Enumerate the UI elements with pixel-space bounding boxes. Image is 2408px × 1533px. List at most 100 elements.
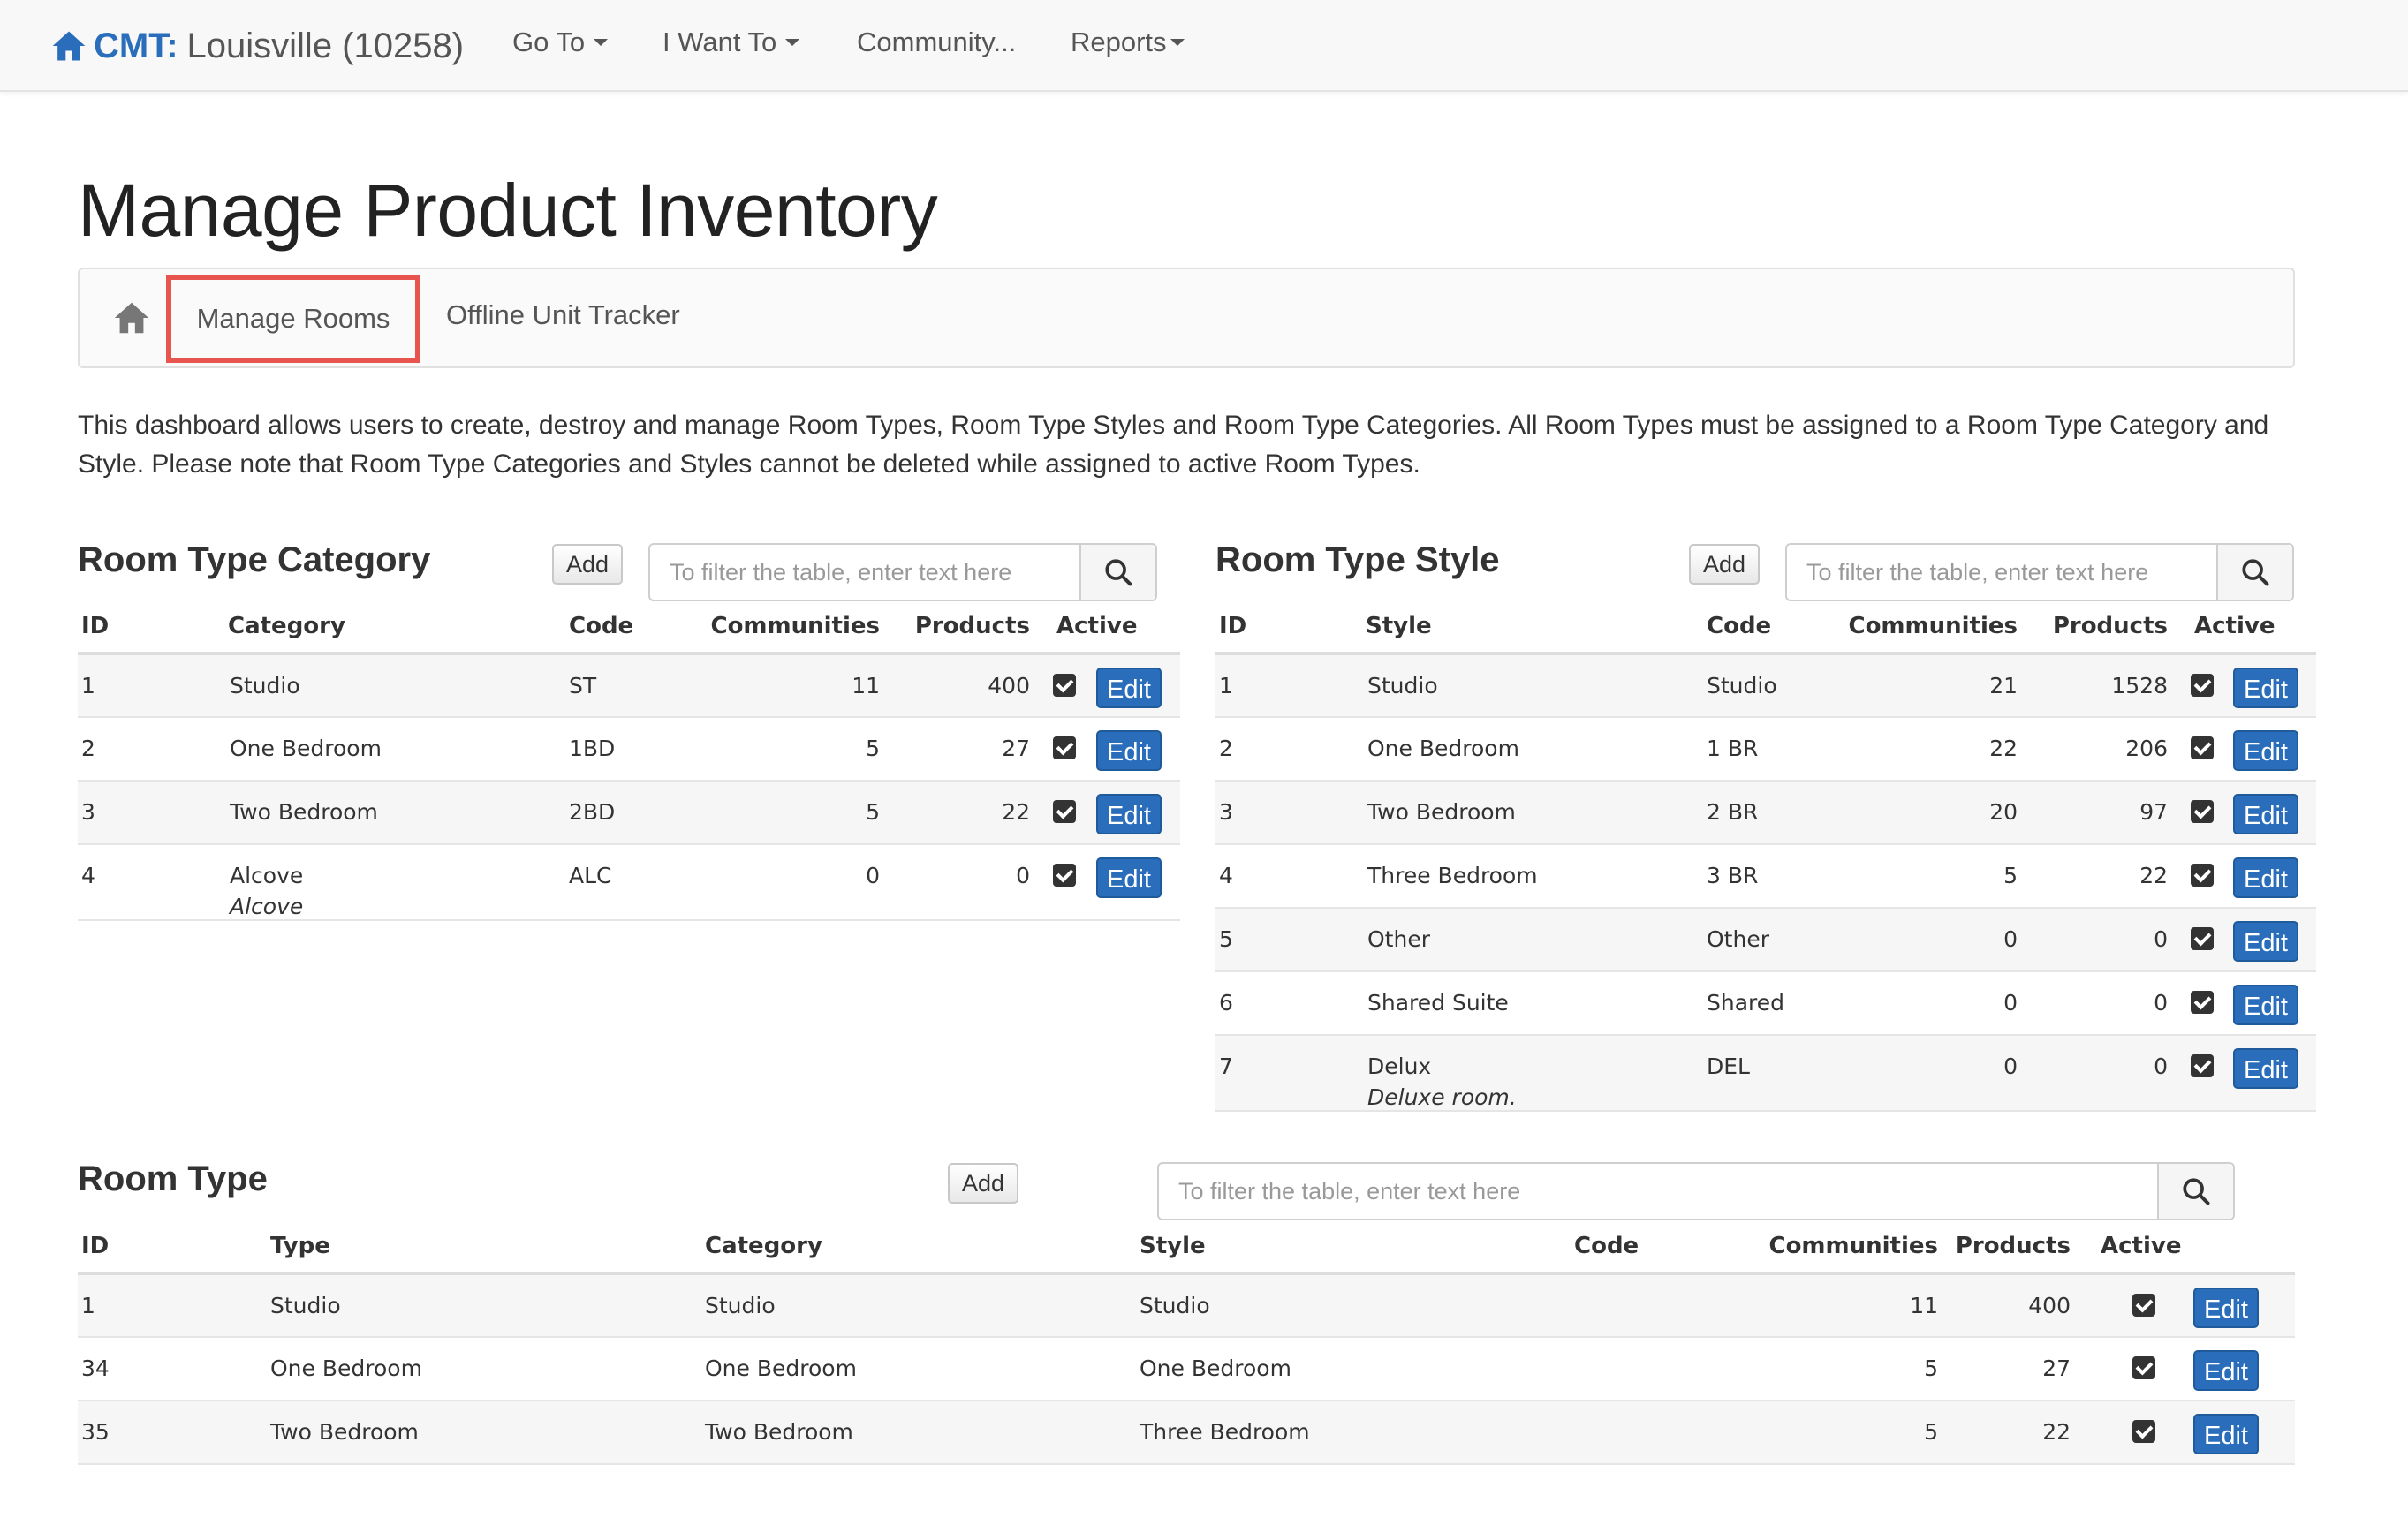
- style-filter-input[interactable]: [1787, 545, 2216, 600]
- table-row[interactable]: 1 Studio Studio 21 1528 Edit: [1215, 653, 2316, 718]
- row-id: 4: [78, 844, 224, 921]
- col-style[interactable]: Style: [1136, 1220, 1571, 1275]
- breadcrumb-offline-unit-tracker[interactable]: Offline Unit Tracker: [446, 299, 680, 330]
- nav-i-want-to[interactable]: I Want To: [663, 26, 800, 58]
- col-id[interactable]: ID: [78, 600, 224, 655]
- col-products[interactable]: Products: [883, 600, 1034, 655]
- col-communities[interactable]: Communities: [1703, 1220, 1942, 1275]
- active-checkbox[interactable]: [2191, 736, 2214, 759]
- room-type-filter-input[interactable]: [1159, 1164, 2157, 1219]
- style-name: Delux: [1367, 1053, 1432, 1079]
- active-cell: [2171, 653, 2215, 718]
- row-products: 1528: [2021, 653, 2171, 718]
- active-checkbox[interactable]: [2191, 864, 2214, 887]
- row-communities: 5: [1703, 1337, 1942, 1401]
- col-id[interactable]: ID: [78, 1220, 267, 1275]
- active-checkbox[interactable]: [1053, 674, 1076, 697]
- table-row[interactable]: 4 Alcove Alcove ALC 0 0 Edit: [78, 844, 1180, 921]
- add-style-button[interactable]: Add: [1689, 544, 1761, 585]
- table-row[interactable]: 1 Studio ST 11 400 Edit: [78, 653, 1180, 718]
- row-products: 0: [2021, 971, 2171, 1036]
- active-checkbox[interactable]: [1053, 736, 1076, 759]
- room-type-search-button[interactable]: [2157, 1164, 2233, 1219]
- table-row[interactable]: 5 Other Other 0 0 Edit: [1215, 908, 2316, 972]
- col-active[interactable]: Active: [1034, 600, 1180, 655]
- col-category[interactable]: Category: [701, 1220, 1136, 1275]
- category-search-button[interactable]: [1079, 545, 1155, 600]
- col-code[interactable]: Code: [1571, 1220, 1703, 1275]
- table-row[interactable]: 2 One Bedroom 1BD 5 27 Edit: [78, 717, 1180, 782]
- nav-community[interactable]: Community...: [857, 26, 1016, 58]
- table-row[interactable]: 7 Delux Deluxe room. DEL 0 0 Edit: [1215, 1035, 2316, 1112]
- edit-button[interactable]: Edit: [2233, 730, 2298, 771]
- table-row[interactable]: 6 Shared Suite Shared 0 0 Edit: [1215, 971, 2316, 1036]
- edit-button[interactable]: Edit: [1096, 857, 1162, 898]
- table-row[interactable]: 2 One Bedroom 1 BR 22 206 Edit: [1215, 717, 2316, 782]
- breadcrumb-manage-rooms[interactable]: Manage Rooms: [166, 275, 420, 363]
- col-communities[interactable]: Communities: [698, 600, 883, 655]
- table-row[interactable]: 34 One Bedroom One Bedroom One Bedroom 5 27 Ed…: [78, 1337, 2295, 1401]
- col-type[interactable]: Type: [267, 1220, 701, 1275]
- active-checkbox[interactable]: [2132, 1294, 2155, 1317]
- home-icon[interactable]: [111, 298, 152, 338]
- row-products: 97: [2021, 781, 2171, 845]
- style-search-button[interactable]: [2216, 545, 2292, 600]
- active-checkbox[interactable]: [2191, 927, 2214, 950]
- edit-button[interactable]: Edit: [2233, 1048, 2298, 1089]
- table-row[interactable]: 1 Studio Studio Studio 11 400 Edit: [78, 1273, 2295, 1338]
- active-checkbox[interactable]: [2132, 1356, 2155, 1379]
- edit-button[interactable]: Edit: [2233, 985, 2298, 1025]
- col-active[interactable]: Active: [2074, 1220, 2295, 1275]
- col-communities[interactable]: Communities: [1836, 600, 2021, 655]
- category-filter-input[interactable]: [650, 545, 1079, 600]
- col-id[interactable]: ID: [1215, 600, 1362, 655]
- edit-button[interactable]: Edit: [1096, 730, 1162, 771]
- edit-button[interactable]: Edit: [2193, 1414, 2259, 1454]
- edit-button[interactable]: Edit: [2233, 668, 2298, 708]
- table-row[interactable]: 3 Two Bedroom 2 BR 20 97 Edit: [1215, 781, 2316, 845]
- edit-button[interactable]: Edit: [1096, 794, 1162, 834]
- edit-button[interactable]: Edit: [2193, 1350, 2259, 1391]
- active-checkbox[interactable]: [2191, 1054, 2214, 1077]
- row-category: One Bedroom: [224, 717, 565, 782]
- nav-go-to[interactable]: Go To: [512, 26, 609, 58]
- nav-reports[interactable]: Reports: [1071, 26, 1185, 58]
- row-id: 7: [1215, 1035, 1362, 1112]
- active-checkbox[interactable]: [1053, 864, 1076, 887]
- row-code: Shared: [1703, 971, 1836, 1036]
- table-row[interactable]: 3 Two Bedroom 2BD 5 22 Edit: [78, 781, 1180, 845]
- active-checkbox[interactable]: [2191, 674, 2214, 697]
- edit-cell: Edit: [2215, 717, 2316, 782]
- col-active[interactable]: Active: [2171, 600, 2316, 655]
- edit-cell: Edit: [2215, 1035, 2316, 1112]
- col-code[interactable]: Code: [565, 600, 698, 655]
- style-table: ID Style Code Communities Products Activ…: [1215, 600, 2316, 1112]
- active-cell: [1034, 781, 1078, 845]
- row-products: 400: [883, 653, 1034, 718]
- table-row[interactable]: 4 Three Bedroom 3 BR 5 22 Edit: [1215, 844, 2316, 909]
- active-cell: [2171, 1035, 2215, 1112]
- row-products: 22: [883, 781, 1034, 845]
- style-description: Deluxe room.: [1367, 1084, 1517, 1110]
- col-code[interactable]: Code: [1703, 600, 1836, 655]
- edit-button[interactable]: Edit: [2233, 794, 2298, 834]
- active-checkbox[interactable]: [1053, 800, 1076, 823]
- col-style[interactable]: Style: [1362, 600, 1703, 655]
- active-checkbox[interactable]: [2191, 800, 2214, 823]
- add-category-button[interactable]: Add: [552, 544, 624, 585]
- table-row[interactable]: 35 Two Bedroom Two Bedroom Three Bedroom 5 22…: [78, 1401, 2295, 1465]
- edit-button[interactable]: Edit: [2193, 1288, 2259, 1328]
- row-style: Other: [1362, 908, 1703, 972]
- edit-cell: Edit: [1078, 653, 1180, 718]
- col-category[interactable]: Category: [224, 600, 565, 655]
- edit-button[interactable]: Edit: [2233, 921, 2298, 962]
- edit-button[interactable]: Edit: [1096, 668, 1162, 708]
- active-checkbox[interactable]: [2132, 1420, 2155, 1443]
- active-checkbox[interactable]: [2191, 991, 2214, 1014]
- add-room-type-button[interactable]: Add: [948, 1163, 1019, 1204]
- edit-button[interactable]: Edit: [2233, 857, 2298, 898]
- col-products[interactable]: Products: [1942, 1220, 2074, 1275]
- col-products[interactable]: Products: [2021, 600, 2171, 655]
- row-style: Delux Deluxe room.: [1362, 1035, 1703, 1112]
- brand[interactable]: CMT: Louisville (10258): [49, 21, 464, 71]
